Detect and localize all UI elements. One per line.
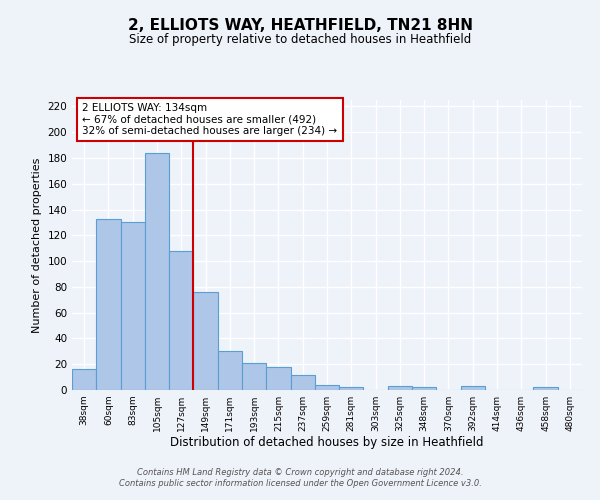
Text: Size of property relative to detached houses in Heathfield: Size of property relative to detached ho…: [129, 32, 471, 46]
Bar: [169, 251, 193, 390]
Text: 2 ELLIOTS WAY: 134sqm
← 67% of detached houses are smaller (492)
32% of semi-det: 2 ELLIOTS WAY: 134sqm ← 67% of detached …: [82, 103, 337, 136]
Bar: [242, 363, 266, 390]
Bar: [193, 292, 218, 390]
Text: 2, ELLIOTS WAY, HEATHFIELD, TN21 8HN: 2, ELLIOTS WAY, HEATHFIELD, TN21 8HN: [128, 18, 473, 32]
Bar: [290, 374, 315, 390]
Bar: [121, 222, 145, 390]
Bar: [218, 352, 242, 390]
Bar: [145, 153, 169, 390]
Bar: [533, 388, 558, 390]
Bar: [315, 385, 339, 390]
Text: Contains HM Land Registry data © Crown copyright and database right 2024.: Contains HM Land Registry data © Crown c…: [137, 468, 463, 477]
Bar: [339, 388, 364, 390]
Y-axis label: Number of detached properties: Number of detached properties: [32, 158, 42, 332]
Bar: [388, 386, 412, 390]
Bar: [266, 367, 290, 390]
Text: Contains public sector information licensed under the Open Government Licence v3: Contains public sector information licen…: [119, 480, 481, 488]
Bar: [72, 370, 96, 390]
Text: Distribution of detached houses by size in Heathfield: Distribution of detached houses by size …: [170, 436, 484, 449]
Bar: [412, 388, 436, 390]
Bar: [461, 386, 485, 390]
Bar: [96, 218, 121, 390]
